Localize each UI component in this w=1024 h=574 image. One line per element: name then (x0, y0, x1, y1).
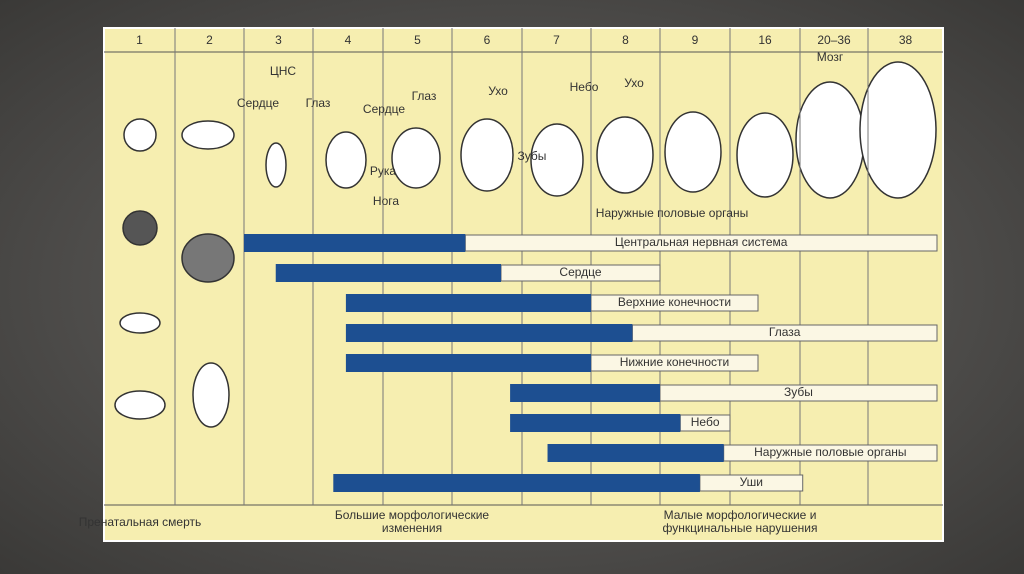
column-label: 1 (136, 33, 143, 47)
sensitive-bar (345, 324, 633, 342)
embryo-label: Небо (570, 80, 599, 94)
row-label: Наружные половые органы (754, 445, 906, 459)
column-label: 4 (345, 33, 352, 47)
embryo-label: Глаз (306, 96, 331, 110)
row-label: Сердце (559, 265, 601, 279)
embryo-label: Сердце (363, 102, 405, 116)
row-label: Небо (691, 415, 720, 429)
sensitive-bar (510, 384, 660, 402)
column-label: 8 (622, 33, 629, 47)
column-label: 3 (275, 33, 282, 47)
embryo-label: Рука (370, 164, 397, 178)
embryo-label: Глаз (412, 89, 437, 103)
embryo-label: Наружные половые органы (596, 206, 748, 220)
embryo-label: Ухо (488, 84, 508, 98)
row-label: Верхние конечности (618, 295, 731, 309)
column-label: 6 (484, 33, 491, 47)
column-label: 16 (758, 33, 772, 47)
column-label: 7 (553, 33, 560, 47)
embryo-label: ЦНС (270, 64, 297, 78)
sensitive-bar (510, 414, 681, 432)
embryo-label: Сердце (237, 96, 279, 110)
sensitive-bar (345, 294, 591, 312)
row-label: Уши (740, 475, 763, 489)
column-label: 5 (414, 33, 421, 47)
footer-label: Малые морфологические и функцинальные нар… (663, 508, 818, 535)
embryo-label: Нога (373, 194, 399, 208)
embryo-label: Зубы (518, 149, 547, 163)
footer-label: Большие морфологические изменения (335, 508, 490, 535)
sensitive-bar (333, 474, 700, 492)
column-label: 20–36 (817, 33, 851, 47)
embryo-drawings (114, 61, 937, 428)
row-label: Нижние конечности (620, 355, 729, 369)
footer-label: Пренатальная смерть (79, 515, 202, 529)
column-label: 2 (206, 33, 213, 47)
embryo-label: Мозг (817, 50, 844, 64)
column-label: 9 (692, 33, 699, 47)
sensitive-bar (275, 264, 501, 282)
sensitive-bar (547, 444, 724, 462)
sensitive-bar (345, 354, 591, 372)
row-label: Центральная нервная система (615, 235, 788, 249)
embryo-label: Ухо (624, 76, 644, 90)
sensitive-bar (244, 234, 466, 252)
row-label: Глаза (769, 325, 801, 339)
row-label: Зубы (784, 385, 813, 399)
column-label: 38 (899, 33, 913, 47)
